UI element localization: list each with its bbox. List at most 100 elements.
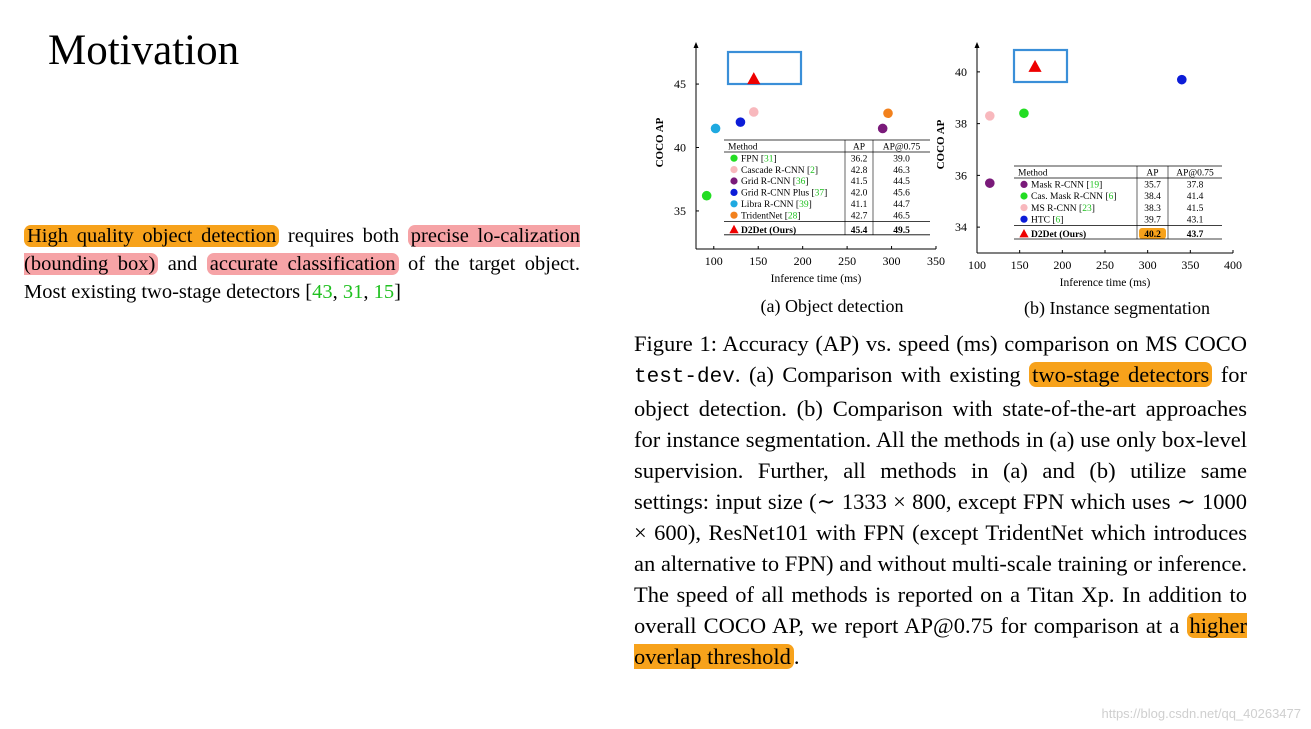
- x-tick-label: 250: [838, 254, 856, 268]
- table-ap75: 43.1: [1187, 215, 1204, 225]
- legend-marker: [729, 224, 739, 234]
- highlight-accurate-classification: accurate classification: [206, 253, 399, 275]
- table-header: AP: [1146, 169, 1158, 179]
- table-method: D2Det (Ours): [741, 225, 796, 236]
- x-tick-label: 150: [1011, 258, 1029, 272]
- y-tick-label: 36: [955, 168, 967, 182]
- y-tick-label: 35: [674, 204, 686, 218]
- legend-marker: [730, 177, 738, 185]
- text-run: ]: [394, 281, 401, 303]
- legend-marker: [730, 211, 738, 219]
- data-point: [985, 178, 995, 188]
- data-point: [883, 108, 893, 119]
- table-header: AP@0.75: [883, 143, 921, 153]
- table-header: Method: [728, 143, 758, 153]
- data-point: [701, 190, 712, 201]
- subcaption-b: (b) Instance segmentation: [1024, 298, 1210, 319]
- y-tick-label: 38: [955, 117, 967, 131]
- y-tick-label: 40: [674, 141, 686, 155]
- table-ap: 42.7: [851, 211, 868, 221]
- x-tick-label: 400: [1224, 258, 1242, 272]
- caption-mono: test-dev: [634, 366, 735, 389]
- table-method: Grid R-CNN Plus [37]: [741, 189, 827, 199]
- x-tick-label: 250: [1096, 258, 1114, 272]
- table-ap75: 49.5: [893, 226, 910, 236]
- data-point: [1019, 108, 1029, 119]
- citation-link[interactable]: 43: [312, 281, 333, 303]
- table-method: FPN [31]: [741, 154, 777, 164]
- text-run: ,: [332, 281, 343, 303]
- legend-marker: [1019, 229, 1029, 238]
- x-tick-label: 350: [1181, 258, 1199, 272]
- x-axis-label: Inference time (ms): [771, 273, 862, 285]
- legend-marker: [1020, 215, 1028, 223]
- table-method: MS R-CNN [23]: [1031, 204, 1095, 214]
- data-point: [1177, 74, 1187, 85]
- y-axis-label: COCO AP: [935, 119, 947, 169]
- table-method: D2Det (Ours): [1031, 229, 1086, 240]
- table-ap: 35.7: [1144, 181, 1161, 191]
- table-ap: 45.4: [851, 226, 868, 236]
- figure-1: (a) Object detection (b) Instance segmen…: [640, 40, 1280, 330]
- table-method: Cascade R-CNN [2]: [741, 166, 818, 176]
- watermark: https://blog.csdn.net/qq_40263477: [1101, 706, 1302, 721]
- x-tick-label: 300: [1139, 258, 1157, 272]
- table-ap: 38.4: [1144, 192, 1161, 202]
- legend-marker: [730, 188, 738, 196]
- table-method: TridentNet [28]: [741, 211, 801, 221]
- table-method: Libra R-CNN [39]: [741, 200, 812, 210]
- highlight-box: [726, 50, 803, 86]
- subcaption-a: (a) Object detection: [761, 296, 904, 317]
- highlight-box: [1012, 48, 1069, 84]
- citation-link[interactable]: 15: [373, 281, 395, 303]
- data-point: [735, 117, 746, 127]
- data-point: [710, 123, 721, 134]
- legend-marker: [730, 166, 738, 174]
- legend-marker: [1020, 180, 1028, 188]
- table-ap75: 44.7: [893, 200, 910, 210]
- text-run: and: [158, 253, 207, 275]
- caption-text: for object detection. (b) Comparison wit…: [634, 362, 1247, 638]
- table-ap: 42.0: [851, 189, 868, 199]
- x-tick-label: 200: [794, 254, 812, 268]
- text-run: requires both: [279, 225, 408, 247]
- legend-marker: [1020, 204, 1028, 212]
- table-ap75: 39.0: [893, 154, 910, 164]
- x-tick-label: 200: [1053, 258, 1071, 272]
- table-ap75: 46.3: [893, 166, 910, 176]
- x-axis-label: Inference time (ms): [1060, 277, 1151, 289]
- y-tick-label: 45: [674, 77, 686, 91]
- table-ap75: 45.6: [893, 189, 910, 199]
- x-tick-label: 100: [705, 254, 723, 268]
- table-ap75: 41.4: [1187, 192, 1204, 202]
- caption-text: Figure 1: Accuracy (AP) vs. speed (ms) c…: [634, 331, 1247, 356]
- legend-marker: [1020, 192, 1028, 200]
- table-method: HTC [6]: [1031, 215, 1063, 225]
- table-ap: 38.3: [1144, 204, 1161, 214]
- data-point: [747, 72, 761, 85]
- x-tick-label: 350: [927, 254, 945, 268]
- data-point: [748, 107, 759, 117]
- text-run: of the target object. Most existing two-…: [24, 253, 580, 303]
- caption-text: .: [793, 644, 800, 669]
- table-ap: 42.8: [851, 166, 868, 176]
- data-point: [1028, 59, 1042, 72]
- highlight-two-stage-detectors: two-stage detectors: [1029, 362, 1213, 387]
- motivation-paragraph: High quality object detection requires b…: [24, 222, 580, 306]
- y-tick-label: 34: [955, 220, 967, 234]
- text-run: ,: [363, 281, 374, 303]
- citation-link[interactable]: 31: [342, 281, 364, 303]
- y-axis-arrow: [693, 42, 699, 48]
- table-ap: 36.2: [851, 154, 868, 164]
- table-method: Mask R-CNN [19]: [1031, 181, 1102, 191]
- table-ap: 41.5: [851, 177, 868, 187]
- ap-highlight: [1139, 228, 1166, 239]
- table-header: Method: [1018, 169, 1048, 179]
- y-tick-label: 40: [955, 65, 967, 79]
- x-tick-label: 100: [968, 258, 986, 272]
- highlight-high-quality-detection: High quality object detection: [24, 225, 280, 247]
- x-tick-label: 150: [749, 254, 767, 268]
- table-ap: 40.2: [1144, 230, 1161, 240]
- legend-marker: [730, 154, 738, 162]
- table-ap75: 43.7: [1187, 230, 1204, 240]
